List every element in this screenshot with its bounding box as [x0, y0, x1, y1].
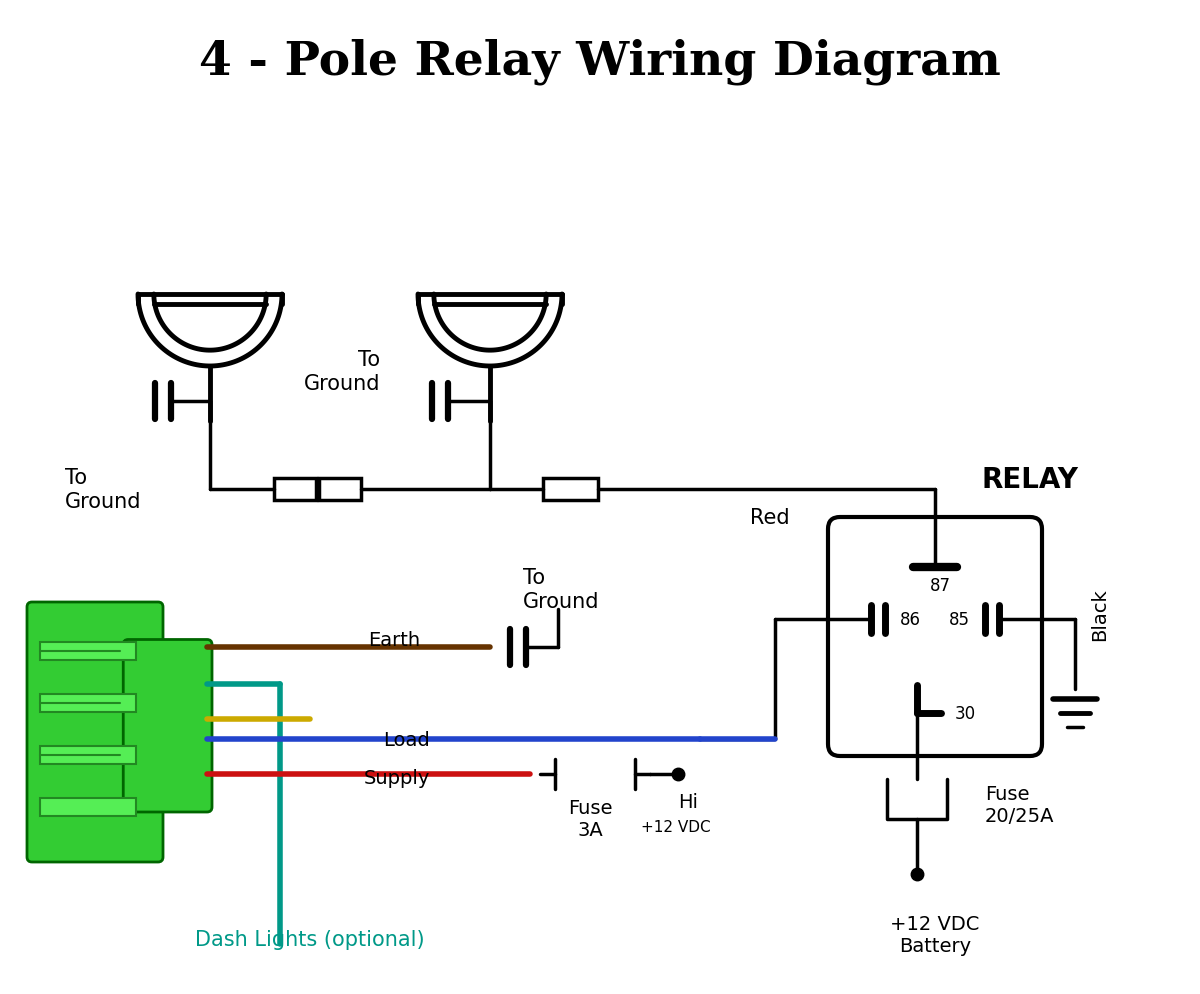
Text: To
Ground: To Ground: [523, 568, 600, 611]
Bar: [40, 746, 137, 764]
Text: 87: 87: [930, 577, 950, 594]
Text: To
Ground: To Ground: [65, 468, 142, 511]
Text: 86: 86: [900, 610, 922, 628]
Text: 30: 30: [955, 705, 976, 723]
Text: Supply: Supply: [364, 767, 430, 786]
Text: Dash Lights (optional): Dash Lights (optional): [196, 929, 425, 949]
Bar: [40, 694, 137, 713]
Text: +12 VDC
Battery: +12 VDC Battery: [890, 913, 979, 954]
Bar: [542, 478, 598, 501]
Bar: [40, 798, 137, 816]
Bar: [274, 478, 316, 501]
Text: +12 VDC: +12 VDC: [641, 819, 710, 834]
Text: To
Ground: To Ground: [304, 350, 380, 394]
FancyBboxPatch shape: [28, 602, 163, 862]
FancyBboxPatch shape: [828, 518, 1042, 756]
Text: Load: Load: [383, 730, 430, 748]
Text: Fuse
3A: Fuse 3A: [568, 799, 612, 840]
Text: RELAY: RELAY: [982, 465, 1079, 493]
Text: 4 - Pole Relay Wiring Diagram: 4 - Pole Relay Wiring Diagram: [199, 39, 1001, 85]
Text: Red: Red: [750, 508, 790, 528]
FancyBboxPatch shape: [124, 640, 212, 812]
Bar: [319, 478, 361, 501]
Text: 85: 85: [949, 610, 970, 628]
Text: Black: Black: [1091, 588, 1110, 641]
Bar: [40, 642, 137, 660]
Text: Earth: Earth: [368, 630, 420, 649]
Text: Hi: Hi: [678, 792, 698, 811]
Text: Fuse
20/25A: Fuse 20/25A: [985, 783, 1055, 825]
